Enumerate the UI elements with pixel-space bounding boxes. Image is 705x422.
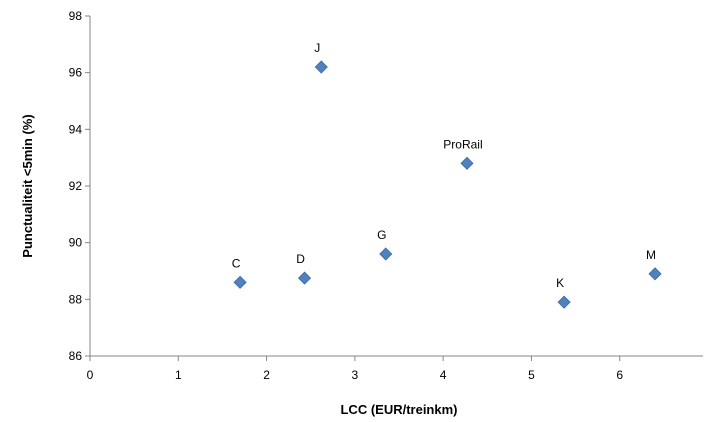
data-point-label: G bbox=[377, 228, 386, 242]
x-tick-label: 6 bbox=[616, 368, 623, 382]
y-tick-label: 96 bbox=[69, 66, 83, 80]
x-tick-label: 2 bbox=[263, 368, 270, 382]
data-point-marker bbox=[297, 271, 312, 285]
x-tick-label: 0 bbox=[87, 368, 94, 382]
data-point-label: C bbox=[232, 256, 241, 270]
axes bbox=[89, 16, 703, 357]
x-ticks: 0 1 2 3 4 5 6 bbox=[87, 356, 623, 382]
y-tick-label: 94 bbox=[69, 122, 83, 136]
x-tick-label: 3 bbox=[352, 368, 359, 382]
data-point-marker bbox=[233, 275, 247, 289]
data-point-label: ProRail bbox=[443, 137, 482, 151]
data-point-label: M bbox=[646, 248, 656, 262]
x-tick-label: 1 bbox=[175, 368, 182, 382]
data-point-marker bbox=[648, 267, 662, 281]
x-tick-label: 5 bbox=[528, 368, 535, 382]
y-tick-label: 88 bbox=[69, 292, 83, 306]
data-points: C D J G ProRail K M bbox=[232, 41, 662, 309]
data-point-marker bbox=[379, 247, 393, 261]
data-point-label: J bbox=[314, 41, 320, 55]
y-tick-label: 98 bbox=[69, 9, 83, 23]
data-point-marker bbox=[557, 295, 571, 309]
y-axis-title: Punctualiteit <5min (%) bbox=[20, 114, 35, 257]
y-tick-label: 90 bbox=[69, 236, 83, 250]
data-point-marker bbox=[460, 156, 474, 170]
y-tick-label: 86 bbox=[69, 349, 83, 363]
data-point-label: K bbox=[556, 276, 564, 290]
x-axis-title: LCC (EUR/treinkm) bbox=[340, 402, 457, 417]
y-ticks: 86 88 90 92 94 96 98 bbox=[69, 9, 90, 363]
data-point-marker bbox=[314, 60, 328, 74]
x-tick-label: 4 bbox=[440, 368, 447, 382]
y-tick-label: 92 bbox=[69, 179, 83, 193]
data-point-label: D bbox=[296, 252, 305, 266]
